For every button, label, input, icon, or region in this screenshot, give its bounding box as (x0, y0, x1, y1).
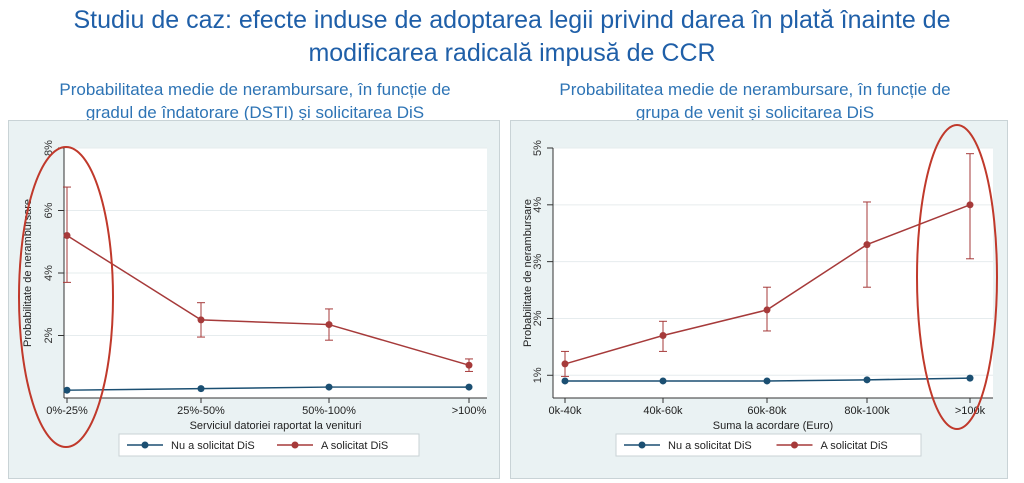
series-line-nu-a-solicitat (66, 386, 469, 391)
legend-label: Nu a solicitat DiS (171, 440, 255, 452)
legend-marker (791, 441, 798, 449)
chart-1-panel: 2% 4% 6% 8% 0%-25% 25%-50% 50%-100% >100% Servic… (8, 120, 500, 479)
y-tick-label: 6% (43, 202, 55, 218)
x-tick-label: >100k (955, 405, 986, 417)
chart-1-subtitle-dis: DiS (396, 103, 425, 122)
chart-2-subtitle: Probabilitatea medie de nerambursare, în… (500, 78, 1010, 124)
x-tick-label: 60k-80k (747, 405, 787, 417)
x-tick-label: 80k-100k (844, 405, 890, 417)
data-point (561, 377, 569, 385)
data-point (763, 377, 771, 385)
x-tick-label: >100% (452, 405, 487, 417)
highlight-ellipse (916, 124, 998, 430)
y-tick-label: 3% (532, 253, 544, 269)
data-point (63, 232, 71, 239)
chart-1-svg: 2% 4% 6% 8% 0%-25% 25%-50% 50%-100% >100% Servic… (18, 140, 487, 457)
title-line-1: Studiu de caz: efecte induse de adoptare… (73, 6, 951, 34)
y-tick-label: 4% (532, 197, 544, 213)
y-tick-label: 8% (43, 140, 55, 156)
data-point (63, 386, 71, 394)
plot-area (553, 148, 993, 398)
data-point (465, 383, 473, 391)
y-tick-label: 1% (532, 367, 544, 383)
chart-2-panel: 1% 2% 3% 4% 5% 0k-40k 40k-60k 60k-80k 80k-100k >1… (510, 120, 1008, 479)
data-point (863, 376, 871, 384)
y-tick-label: 5% (532, 140, 544, 156)
data-point (561, 360, 569, 368)
data-point (659, 377, 667, 385)
y-axis-title: Probabilitate de nerambursare (522, 199, 534, 347)
chart-2-subtitle-line-2: grupa de venit și solicitarea DiS (500, 101, 1010, 124)
chart-1-subtitle: Probabilitatea medie de nerambursare, în… (5, 78, 505, 124)
y-axis-title: Probabilitate de nerambursare (22, 199, 34, 347)
legend-label: Nu a solicitat DiS (668, 440, 752, 452)
legend-label: A solicitat DiS (321, 440, 388, 452)
data-point (197, 385, 205, 393)
y-tick-label: 4% (43, 265, 55, 281)
x-axis-title: Suma la acordare (Euro) (713, 420, 833, 432)
chart-2-subtitle-dis: DiS (846, 103, 875, 122)
y-tick-label: 2% (532, 310, 544, 326)
chart-2-svg: 1% 2% 3% 4% 5% 0k-40k 40k-60k 60k-80k 80k-100k >1… (522, 124, 998, 457)
data-point (325, 383, 333, 391)
highlight-ellipse (18, 146, 114, 448)
chart-1-subtitle-line-2: gradul de îndatorare (DSTI) și solicitar… (5, 101, 505, 124)
chart-2-subtitle-line-2-text: grupa de venit și solicitarea (635, 103, 847, 122)
data-point (763, 306, 771, 314)
x-tick-label: 40k-60k (643, 405, 683, 417)
data-point (966, 201, 974, 209)
legend-box (118, 433, 420, 457)
legend-label: A solicitat DiS (821, 440, 888, 452)
title-line-2: modificarea radicală impusă de CCR (308, 39, 716, 67)
data-point (659, 332, 667, 339)
x-axis-title: Serviciul datoriei raportat la venituri (190, 420, 362, 432)
page-title: Studiu de caz: efecte induse de adoptare… (0, 4, 1024, 70)
data-point (325, 321, 333, 329)
data-point (863, 241, 871, 249)
chart-1-subtitle-line-1: Probabilitatea medie de nerambursare, în… (59, 80, 451, 99)
legend-marker (291, 441, 299, 449)
data-point (197, 316, 205, 324)
chart-1-subtitle-line-2-text: gradul de îndatorare (DSTI) și solicitar… (85, 103, 397, 122)
legend-marker (638, 441, 646, 449)
series-line-a-solicitat (66, 234, 470, 366)
x-tick-label: 50%-100% (302, 405, 356, 417)
legend-marker (141, 441, 149, 449)
x-tick-label: 0%-25% (46, 405, 88, 417)
data-point (966, 374, 974, 382)
x-tick-label: 0k-40k (548, 405, 582, 417)
x-tick-label: 25%-50% (177, 405, 225, 417)
data-point (465, 361, 473, 369)
legend-box (615, 433, 922, 457)
chart-2-subtitle-line-1: Probabilitatea medie de nerambursare, în… (559, 80, 951, 99)
y-tick-label: 2% (43, 327, 55, 343)
